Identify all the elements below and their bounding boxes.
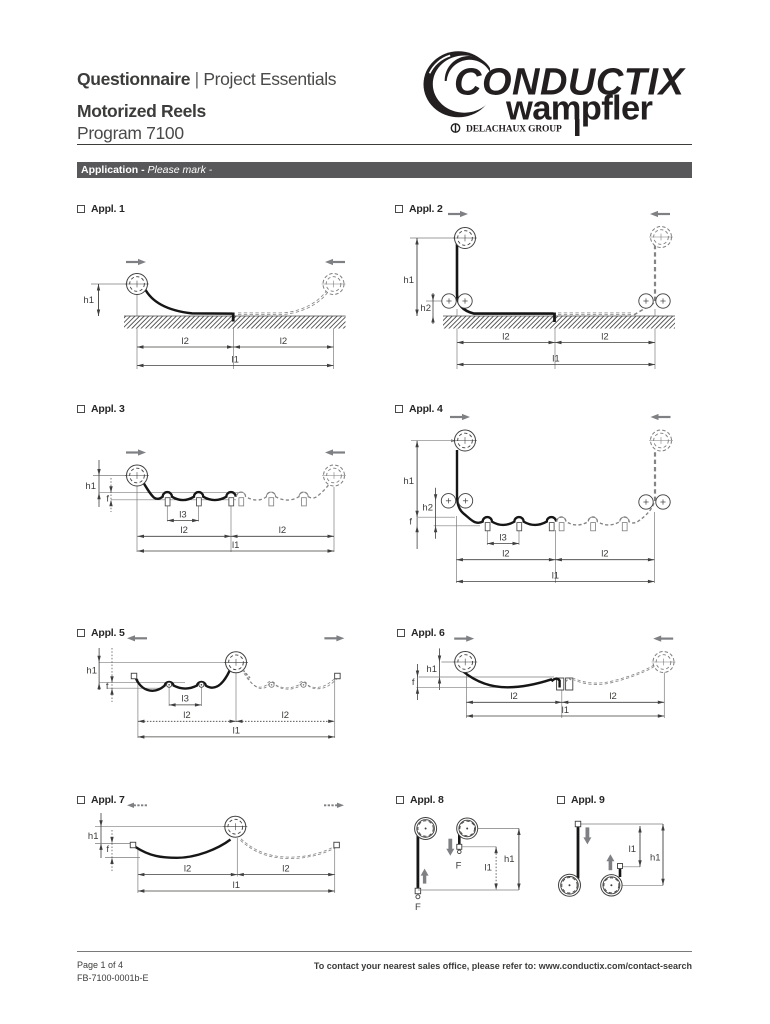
svg-text:h1: h1 — [88, 831, 99, 842]
svg-text:h1: h1 — [83, 295, 94, 306]
svg-text:f: f — [409, 517, 412, 528]
svg-text:h2: h2 — [422, 503, 433, 514]
svg-text:l3: l3 — [179, 509, 186, 520]
svg-text:l2: l2 — [601, 549, 608, 560]
svg-text:l2: l2 — [184, 863, 191, 874]
svg-text:h1: h1 — [650, 853, 661, 864]
svg-text:l2: l2 — [182, 336, 189, 347]
svg-text:f: f — [106, 681, 109, 692]
svg-text:l2: l2 — [510, 691, 517, 702]
svg-text:F: F — [415, 902, 421, 913]
svg-text:l1: l1 — [562, 705, 569, 716]
svg-text:l3: l3 — [499, 532, 506, 543]
svg-text:h1: h1 — [403, 275, 414, 286]
svg-text:h1: h1 — [426, 664, 437, 675]
svg-text:f: f — [106, 844, 109, 855]
svg-text:l2: l2 — [280, 336, 287, 347]
svg-text:f: f — [106, 494, 109, 505]
svg-text:l2: l2 — [181, 525, 188, 536]
svg-text:l2: l2 — [601, 331, 608, 342]
svg-text:l2: l2 — [609, 691, 616, 702]
svg-text:F: F — [456, 861, 462, 872]
svg-text:l1: l1 — [629, 844, 636, 855]
svg-text:l2: l2 — [502, 549, 509, 560]
svg-text:CONDUCTIX: CONDUCTIX — [454, 62, 687, 104]
svg-text:l2: l2 — [282, 863, 289, 874]
svg-text:h1: h1 — [86, 666, 97, 677]
svg-text:h1: h1 — [85, 481, 96, 492]
svg-text:l1: l1 — [233, 880, 240, 891]
svg-text:l2: l2 — [183, 710, 190, 721]
svg-text:l1: l1 — [552, 570, 559, 581]
svg-text:h1: h1 — [504, 854, 515, 865]
svg-text:l1: l1 — [233, 726, 240, 737]
svg-text:l2: l2 — [282, 710, 289, 721]
svg-text:l1: l1 — [552, 353, 559, 364]
svg-text:l3: l3 — [182, 694, 189, 705]
svg-text:h1: h1 — [403, 476, 414, 487]
svg-text:l2: l2 — [502, 331, 509, 342]
svg-text:h2: h2 — [420, 303, 431, 314]
svg-text:DELACHAUX GROUP: DELACHAUX GROUP — [466, 125, 562, 135]
svg-text:l1: l1 — [232, 540, 239, 551]
svg-text:l1: l1 — [232, 354, 239, 365]
svg-text:l1: l1 — [485, 863, 492, 874]
svg-text:f: f — [412, 677, 415, 688]
svg-text:l2: l2 — [279, 525, 286, 536]
